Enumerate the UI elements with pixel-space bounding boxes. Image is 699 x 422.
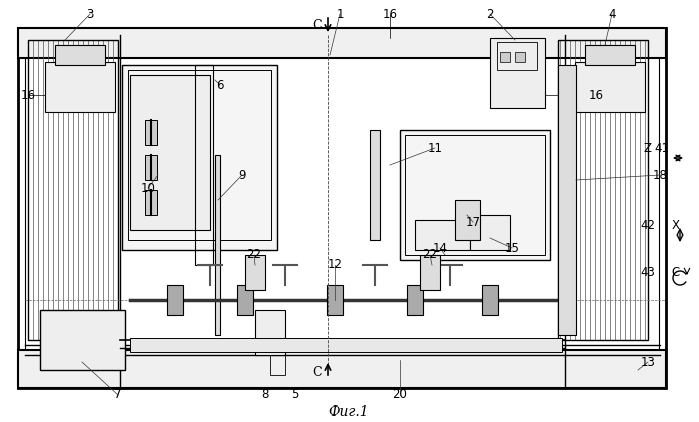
Bar: [255, 310, 285, 355]
Bar: [455, 200, 480, 240]
Text: 8: 8: [261, 389, 268, 401]
Text: 14: 14: [433, 241, 447, 254]
Bar: [327, 285, 343, 315]
Text: 2: 2: [487, 8, 493, 21]
Text: 11: 11: [428, 141, 442, 154]
Bar: [482, 285, 498, 315]
Bar: [145, 155, 157, 180]
Bar: [575, 62, 645, 112]
Bar: [18, 350, 666, 388]
Bar: [497, 42, 537, 70]
Bar: [55, 45, 105, 65]
Bar: [490, 38, 545, 108]
Circle shape: [38, 363, 62, 387]
Text: 17: 17: [466, 216, 480, 228]
Text: 16: 16: [382, 8, 398, 21]
Text: 6: 6: [216, 78, 224, 92]
Text: 43: 43: [640, 265, 656, 279]
Bar: [40, 310, 125, 370]
Text: 12: 12: [328, 259, 343, 271]
Bar: [415, 220, 470, 250]
Text: Фиг.1: Фиг.1: [329, 405, 369, 419]
Bar: [237, 285, 253, 315]
Text: 20: 20: [393, 389, 408, 401]
Text: 5: 5: [291, 389, 298, 401]
Text: 13: 13: [640, 355, 656, 368]
Bar: [18, 28, 666, 58]
Text: 1: 1: [336, 8, 344, 21]
Text: 16: 16: [589, 89, 603, 102]
Circle shape: [72, 330, 92, 350]
Circle shape: [60, 318, 104, 362]
Bar: [585, 45, 635, 65]
Text: 15: 15: [505, 241, 519, 254]
Text: C: C: [312, 19, 322, 32]
Text: 16: 16: [20, 89, 36, 102]
Bar: [130, 75, 210, 230]
Bar: [215, 155, 220, 335]
Bar: [167, 285, 183, 315]
Bar: [18, 28, 666, 388]
Bar: [28, 40, 118, 340]
Bar: [500, 52, 510, 62]
Text: 41: 41: [654, 141, 670, 154]
Text: 42: 42: [640, 219, 656, 232]
Bar: [420, 255, 440, 290]
Text: 4: 4: [608, 8, 616, 21]
Bar: [558, 65, 576, 335]
Text: 7: 7: [114, 389, 122, 401]
Bar: [400, 130, 550, 260]
Bar: [405, 135, 545, 255]
Text: C: C: [312, 365, 322, 379]
Bar: [245, 255, 265, 290]
Circle shape: [628, 363, 652, 387]
Text: C: C: [672, 265, 680, 279]
Text: 22: 22: [422, 249, 438, 262]
Bar: [195, 65, 213, 265]
Text: X: X: [672, 219, 680, 232]
Bar: [122, 65, 277, 250]
Text: 9: 9: [238, 168, 246, 181]
Bar: [130, 338, 562, 352]
Bar: [470, 215, 510, 250]
Text: 3: 3: [86, 8, 94, 21]
Text: 18: 18: [653, 168, 668, 181]
Bar: [407, 285, 423, 315]
Bar: [128, 70, 271, 240]
Text: 10: 10: [140, 181, 155, 195]
Text: Z: Z: [644, 141, 652, 154]
Bar: [145, 120, 157, 145]
Text: 22: 22: [247, 249, 261, 262]
Bar: [370, 130, 380, 240]
Bar: [45, 62, 115, 112]
Bar: [145, 190, 157, 215]
Bar: [25, 35, 659, 381]
Bar: [515, 52, 525, 62]
Bar: [558, 40, 648, 340]
Bar: [270, 355, 285, 375]
